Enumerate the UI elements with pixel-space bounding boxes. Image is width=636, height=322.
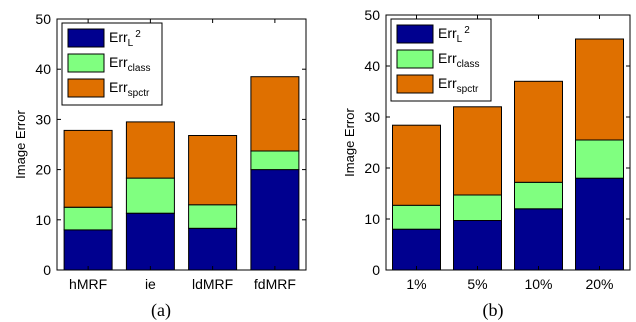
y-tick-label: 40: [364, 58, 380, 74]
plot-frame: [56, 18, 307, 271]
legend-swatch-err-class: [67, 53, 105, 73]
y-tick-label: 40: [35, 61, 51, 77]
legend-label-base: Err: [109, 54, 128, 70]
x-tick-label: 20%: [585, 276, 613, 292]
bar-err-spctr-2: [188, 135, 238, 206]
y-axis-label: Image Error: [13, 110, 28, 179]
bar-err-l2-3: [575, 177, 624, 271]
y-tick-label: 0: [43, 262, 51, 278]
bar-err-spctr-0: [392, 124, 441, 206]
y-tick-label: 30: [35, 111, 51, 127]
bar-err-class-1: [453, 194, 502, 221]
legend-label-sup: 2: [464, 25, 470, 36]
y-tick-label: 0: [372, 262, 380, 278]
bar-err-class-3: [575, 139, 624, 179]
x-tick-label: ie: [145, 276, 156, 292]
x-tick-label: 5%: [467, 276, 487, 292]
x-tick-label: fdMRF: [254, 276, 296, 292]
legend-label-base: Err: [438, 75, 457, 91]
bar-err-l2-2: [514, 208, 563, 271]
x-tick-label: 1%: [406, 276, 426, 292]
legend-label: Errclass: [109, 54, 150, 74]
x-tick-label: ldMRF: [192, 276, 233, 292]
bar-err-class-2: [514, 181, 563, 210]
bar-err-class-2: [188, 204, 238, 229]
x-tick-label: hMRF: [69, 276, 107, 292]
y-axis-label: Image Error: [342, 108, 357, 177]
legend-label: Errspctr: [109, 79, 150, 99]
bar-err-l2-1: [125, 212, 175, 271]
bar-err-spctr-1: [453, 106, 502, 196]
legend-swatch-err-spctr: [67, 78, 105, 98]
legend-label: ErrL2: [438, 25, 470, 45]
legend-label-sub: class: [457, 59, 480, 70]
y-tick-label: 10: [35, 212, 51, 228]
bar-err-spctr-0: [63, 129, 113, 208]
legend-swatch-err-spctr: [396, 74, 434, 94]
bar-err-spctr-3: [250, 76, 300, 152]
bar-err-class-0: [63, 206, 113, 231]
legend-label-sub: L: [128, 38, 134, 49]
bar-err-spctr-2: [514, 80, 563, 183]
legend-label-sub: spctr: [457, 84, 479, 95]
y-tick-label: 30: [364, 109, 380, 125]
legend-swatch-err-class: [396, 49, 434, 69]
legend-swatch-err-l2: [67, 28, 105, 48]
legend-label-base: Err: [109, 29, 128, 45]
plot-frame: [385, 14, 631, 271]
legend-label-sub: spctr: [128, 88, 150, 99]
bar-err-l2-1: [453, 220, 502, 271]
legend-label-base: Err: [438, 25, 457, 41]
legend-label-base: Err: [109, 79, 128, 95]
legend-label-sub: class: [128, 63, 151, 74]
legend-label-sup: 2: [135, 29, 141, 40]
bar-err-l2-3: [250, 169, 300, 271]
y-tick-label: 20: [364, 160, 380, 176]
legend-swatch-err-l2: [396, 24, 434, 44]
y-tick-label: 50: [35, 11, 51, 27]
legend-label-sub: L: [457, 34, 463, 45]
bar-err-class-1: [125, 177, 175, 214]
y-tick-label: 10: [364, 211, 380, 227]
bar-err-spctr-1: [125, 121, 175, 179]
bar-err-class-3: [250, 150, 300, 171]
bar-err-spctr-3: [575, 38, 624, 141]
bar-err-l2-0: [392, 228, 441, 271]
caption: (a): [151, 300, 171, 321]
y-tick-label: 50: [364, 7, 380, 23]
bar-err-l2-0: [63, 229, 113, 271]
legend-label-base: Err: [438, 50, 457, 66]
bar-err-class-0: [392, 204, 441, 230]
legend-label: ErrL2: [109, 29, 141, 49]
bar-err-l2-2: [188, 227, 238, 271]
chart-a: hMRF ie ldMRF fdMRF 0 10 20 30 40 50 Image Error Er…: [13, 11, 307, 321]
legend-label: Errspctr: [438, 75, 479, 95]
caption: (b): [483, 300, 504, 321]
y-tick-label: 20: [35, 162, 51, 178]
x-tick-label: 10%: [524, 276, 552, 292]
legend-label: Errclass: [438, 50, 479, 70]
